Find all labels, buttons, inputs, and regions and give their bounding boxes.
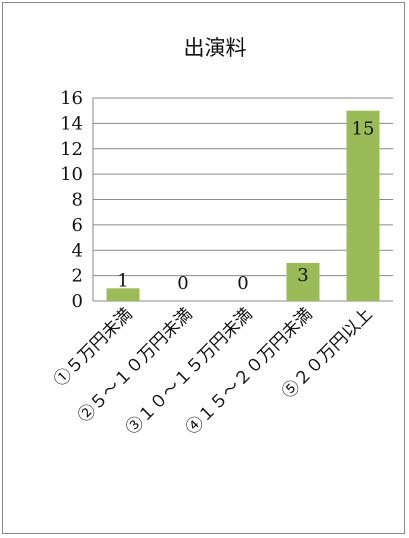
chart-title: 出演料 [184,36,247,60]
y-tick-label: 8 [72,190,83,211]
bar [346,110,380,301]
data-label: 0 [237,273,248,294]
data-label: 3 [297,265,308,286]
y-tick-label: 12 [60,139,83,160]
x-axis-category-labels: ①５万円未満②５～１０万円未満③１０～１５万円未満④１５～２０万円未満⑤２０万円… [50,304,376,438]
data-label: 1 [117,270,128,291]
category-label: ②５～１０万円未満 [74,304,196,426]
gridlines [93,97,393,277]
bar [286,262,320,301]
data-labels: 1 0 0 3 15 [117,119,374,294]
y-axis-tick-labels: 0 2 4 6 8 10 12 14 16 [60,88,83,312]
data-label: 15 [352,119,375,140]
y-tick-label: 16 [60,88,83,109]
bar [106,288,140,301]
y-tick-label: 14 [60,113,83,134]
y-tick-label: 10 [60,164,83,185]
axes [92,98,393,302]
y-tick-label: 2 [72,266,83,287]
chart-frame: 出演料 0 2 4 6 8 10 12 14 16 1 0 0 3 15 ①５万円未満 ②５～１０万円未満… [2,2,405,534]
bars [106,110,380,301]
y-tick-label: 6 [72,215,83,236]
y-tick-label: 4 [72,240,83,261]
data-label: 0 [177,273,188,294]
y-tick-label: 0 [72,291,83,312]
